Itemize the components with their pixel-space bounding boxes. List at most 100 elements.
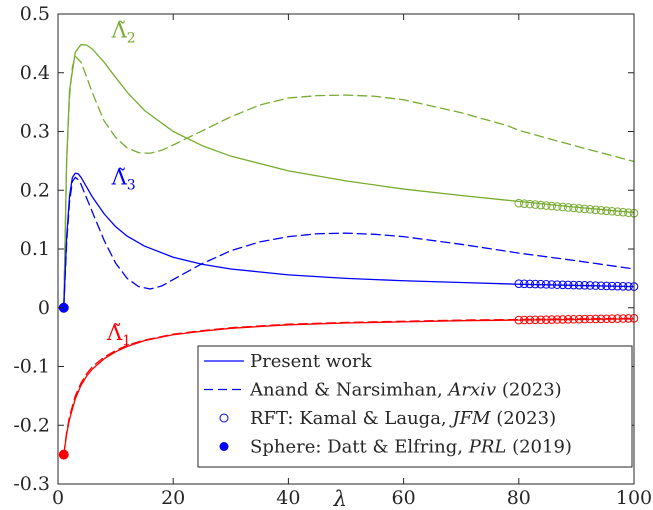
x-tick-label-0: 0 [52,487,64,509]
x-tick-label-2: 40 [276,487,300,509]
rft-point-2-20 [624,314,633,323]
rft-point-2-1 [519,315,529,325]
rft-point-2-14 [591,314,600,324]
rft-point-0-15 [596,206,606,215]
rft-point-1-0 [514,279,524,288]
curve-label-subscript: 3 [127,177,136,193]
rft-point-1-19 [618,282,628,291]
rft-point-0-9 [563,203,573,212]
rft-point-1-18 [613,281,622,291]
rft-point-0-3 [530,200,540,209]
rft-point-2-3 [530,315,540,325]
rft-point-1-13 [585,281,595,290]
rft-point-2-7 [552,315,562,324]
legend-label-journal: PRL [468,437,507,458]
y-tick-label-5: 0.2 [20,179,50,201]
curve-label-subscript: 1 [122,333,131,349]
rft-point-2-11 [574,314,584,324]
rft-point-2-10 [569,314,578,324]
sphere-point-1 [58,449,69,460]
legend-label-3: Sphere: Datt & Elfring, PRL (2019) [250,437,572,458]
y-tick-label-4: 0.1 [20,238,50,260]
rft-point-0-0 [514,198,524,208]
rft-point-1-2 [525,279,535,289]
rft-point-2-18 [613,314,622,323]
x-tick-label-1: 20 [161,487,185,509]
legend: Present work Anand & Narsimhan, Arxiv (20… [197,345,633,468]
legend-label-year: (2019) [506,437,572,458]
rft-point-0-13 [585,205,595,214]
rft-point-1-14 [591,281,600,290]
x-tick-label-4: 80 [507,487,531,509]
rft-point-1-5 [541,280,551,289]
rft-point-0-8 [558,202,567,212]
rft-point-0-17 [607,206,617,216]
legend-label-text: Present work [250,351,373,372]
rft-point-1-15 [596,281,606,291]
series-line-2 [63,172,634,309]
legend-marker-filled-circle [219,442,229,451]
x-tick-label-5: 100 [616,487,652,509]
rft-point-0-16 [602,206,611,216]
curve-label-subscript: 2 [127,31,136,47]
rft-point-1-7 [552,280,562,289]
rft-point-0-10 [569,203,578,213]
rft-point-1-10 [569,280,578,290]
y-tick-label-1: -0.2 [13,414,50,436]
legend-label-journal: Arxiv [446,380,496,401]
legend-box [197,345,633,468]
rft-point-0-20 [624,208,633,217]
rft-point-0-4 [536,200,546,210]
rft-point-1-20 [624,282,633,291]
rft-point-1-6 [547,280,557,289]
legend-label-0: Present work [250,351,373,372]
rft-point-2-15 [596,314,606,324]
legend-marker-open-circle [219,413,229,423]
rft-point-2-9 [563,315,573,324]
rft-point-1-17 [607,281,617,291]
rft-point-2-0 [514,315,524,325]
rft-point-1-11 [574,280,584,290]
legend-label-1: Anand & Narsimhan, Arxiv (2023) [249,380,562,401]
y-tick-label-7: 0.4 [20,62,50,84]
rft-point-0-5 [541,201,551,210]
curve-label-1: Λ̃1 [106,321,131,349]
axes: 0 20 40 60 80 100 -0.3 -0.2 -0.1 0 0.1 0.2 0.3 0.4 0.5… [13,3,652,510]
rft-point-1-9 [563,280,573,290]
series-line-1 [63,55,634,309]
rft-point-2-19 [618,314,628,323]
rft-point-0-2 [525,199,535,209]
plot-area [63,43,634,456]
legend-label-year: (2023) [491,408,557,429]
rft-point-0-1 [519,199,529,208]
rft-point-1-4 [536,279,546,289]
rft-point-1-16 [602,281,611,291]
x-axis-label: λ [333,487,347,510]
rft-point-2-5 [541,315,551,324]
legend-label-year: (2023) [496,380,562,401]
curve-label-2: Λ̃2 [111,19,136,47]
series-line-3 [63,176,634,309]
series-line-0 [63,43,634,309]
series-line-5 [63,317,634,456]
rft-point-1-1 [519,279,529,289]
rft-point-0-12 [580,204,589,214]
rft-point-2-17 [607,314,617,323]
rft-point-1-8 [558,280,567,290]
x-tick-label-3: 60 [392,487,416,509]
rft-point-0-11 [574,204,584,213]
legend-label-text: Sphere: Datt & Elfring, [250,437,469,458]
legend-label-2: RFT: Kamal & Lauga, JFM (2023) [250,408,556,429]
legend-label-text: RFT: Kamal & Lauga, [250,408,452,429]
y-tick-label-2: -0.1 [13,356,50,378]
rft-point-2-6 [547,315,557,324]
y-tick-label-8: 0.5 [20,3,50,25]
y-tick-label-3: 0 [38,297,50,319]
legend-label-journal: JFM [448,408,491,429]
rft-point-2-13 [585,314,595,324]
rft-point-0-7 [552,202,562,211]
rft-point-2-4 [536,315,546,325]
rft-point-0-14 [591,205,600,215]
rft-point-2-8 [558,315,567,324]
